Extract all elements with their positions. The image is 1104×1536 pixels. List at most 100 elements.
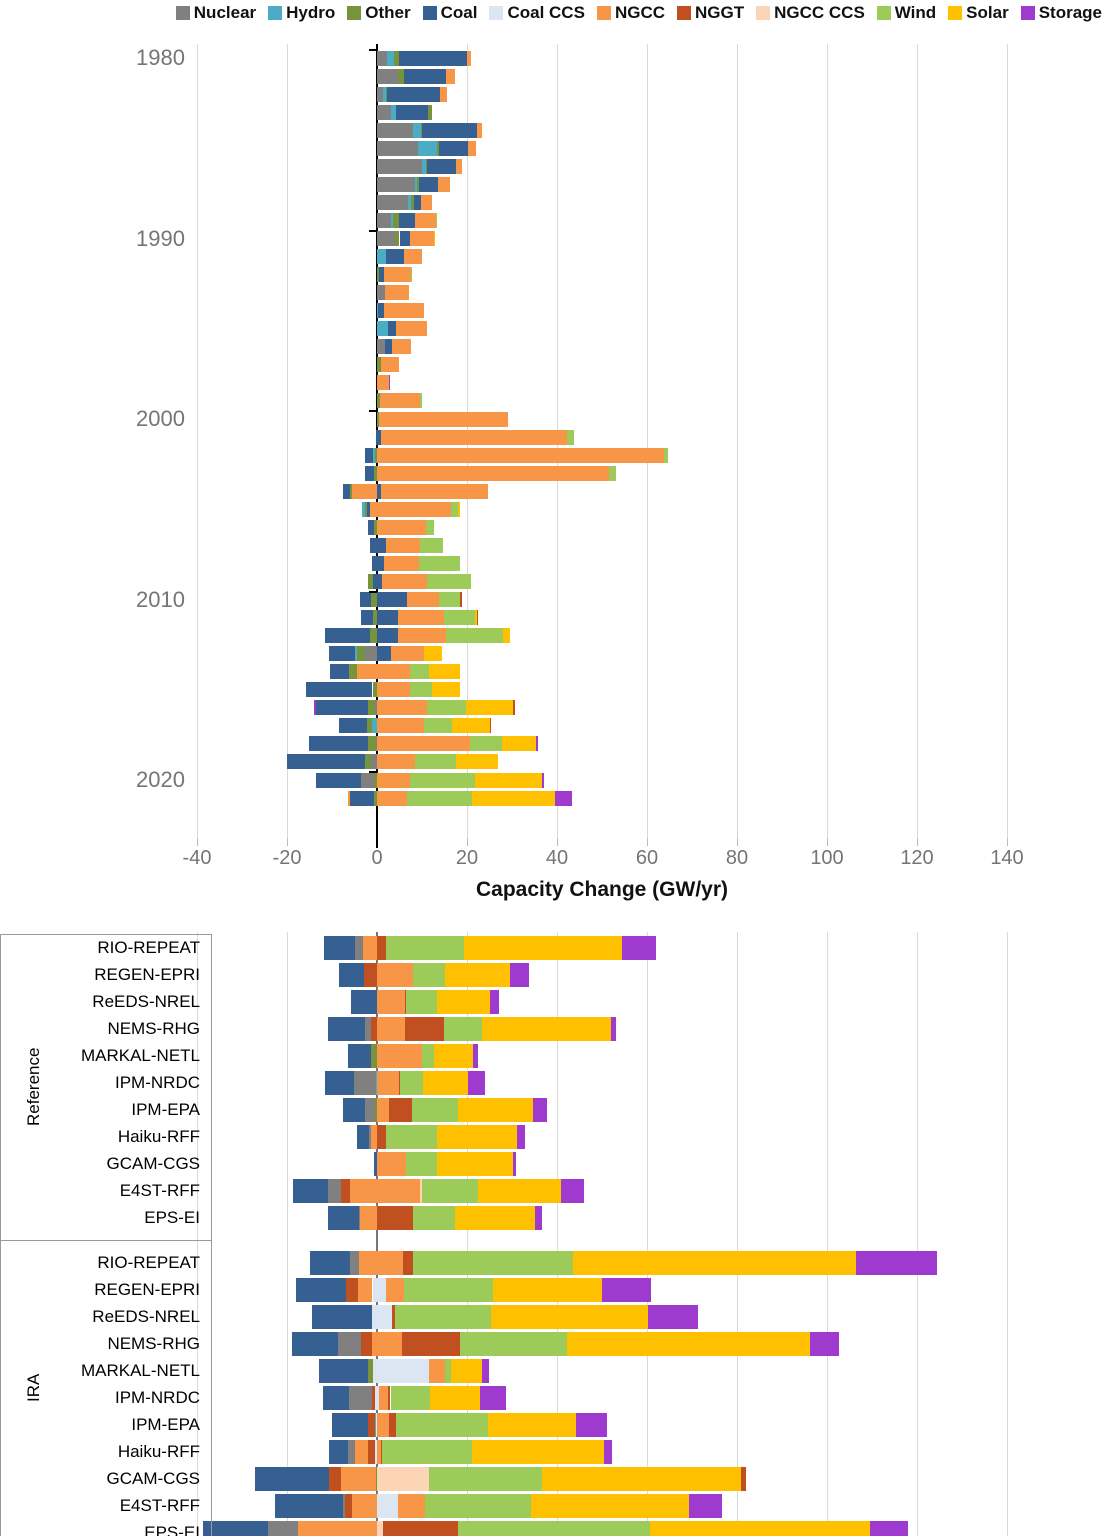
bar-segment-coal [347,1044,372,1068]
bar-segment-other [373,465,377,481]
axis-tick-label: -40 [182,847,212,869]
bar-segment-hydro [372,718,377,734]
bar-segment-ngcc [421,194,433,210]
bar-segment-other [377,267,380,283]
bar-segment-solar [650,1521,871,1536]
bar-segment-other [393,50,399,66]
legend-item-ngcc: NGCC [596,3,665,23]
bar-segment-coal [439,140,468,156]
bar-segment-coal [309,1251,350,1275]
axis-tick-label: 40 [545,847,569,869]
bar-segment-nggt [404,1017,445,1041]
bar-segment-coal [365,465,374,481]
bar-segment-coal_ccs [371,1305,392,1329]
ngcc_ccs-swatch-icon [756,6,771,20]
bar-segment-ngcc [363,936,377,960]
model-label-e4st-rff: E4ST-RFF [119,1496,200,1515]
bar-segment-coal_ccs [372,1278,386,1302]
bar-segment-storage [472,1044,478,1068]
bar-segment-other [426,158,428,174]
bar-segment-ngcc [383,555,420,571]
bar-segment-coal [414,194,422,210]
bar-segment-ngcc [446,68,456,84]
bar-segment-ngcc [385,285,410,301]
bar-segment-wind [426,700,466,716]
legend-item-wind: Wind [876,3,936,23]
decade-tick [369,590,377,593]
bar-segment-coal [379,267,385,283]
bar-segment-ngcc [377,963,413,987]
legend-item-coal: Coal [422,3,477,23]
bar-segment-coal [311,1305,372,1329]
bar-segment-wind [423,718,453,734]
hydro-swatch-icon [268,6,283,20]
bar-segment-coal [377,610,398,626]
bar-segment-ngcc [355,1440,368,1464]
bar-segment-coal [324,628,371,644]
bar-segment-ngcc [397,628,446,644]
bar-segment-ngcc_ccs [377,1467,429,1491]
bar-segment-other [436,140,440,156]
bar-segment-nuclear [338,1332,361,1356]
ngcc-swatch-icon [596,6,611,20]
bar-segment-coal [332,1413,368,1437]
bar-segment-solar [566,1332,810,1356]
bar-segment-storage [603,1440,612,1464]
bar-segment-coal [329,646,355,662]
bar-segment-storage [648,1305,699,1329]
bar-segment-ngcc [350,1179,377,1203]
bar-segment-nggt [740,1467,746,1491]
bar-segment-other [386,86,388,102]
bar-segment-ngcc [390,646,424,662]
bar-segment-coal [377,592,408,607]
bar-segment-storage [855,1251,937,1275]
model-label-markal-netl: MARKAL-NETL [80,1361,200,1380]
bar-segment-wind [419,537,444,553]
bar-segment-coal [368,519,375,535]
bar-segment-other [364,754,371,770]
gridline [917,932,918,1536]
bar-segment-hydro [377,249,386,265]
bar-segment-nggt [340,1179,351,1203]
model-label-ipm-epa: IPM-EPA [131,1100,200,1119]
gridline [287,44,288,838]
bar-segment-ngcc [358,1278,373,1302]
bar-segment-wind [390,1386,430,1410]
bar-segment-coal_ccs [377,1494,399,1518]
bar-segment-nggt [389,1413,396,1437]
bar-segment-wind [419,393,422,409]
bar-segment-nggt [391,1305,395,1329]
bar-segment-solar [530,1494,689,1518]
other-swatch-icon [347,6,362,20]
bar-segment-coal [308,736,369,752]
model-label-reeds-nrel: ReEDS-NREL [92,992,200,1011]
bar-segment-hydro [391,104,396,120]
bar-segment-nuclear [377,212,391,228]
bar-segment-nuclear [377,86,383,102]
zero-line [376,932,378,1536]
decade-label: 2010 [136,586,185,612]
axis-tick [197,838,198,846]
model-label-gcam-cgs: GCAM-CGS [106,1469,201,1488]
bar-segment-nggt [367,1440,376,1464]
bar-segment-hydro [373,447,375,463]
model-label-haiku-rff: Haiku-RFF [117,1127,200,1146]
bar-segment-ngcc [437,176,450,192]
legend-label: Storage [1038,3,1102,22]
group-box-border [0,1240,211,1241]
bar-segment-nuclear [377,231,395,246]
nggt-swatch-icon [677,6,691,20]
bar-segment-nggt [328,1467,341,1491]
bar-segment-solar [493,1278,602,1302]
bar-segment-wind [406,990,437,1014]
legend-item-solar: Solar [948,3,1009,23]
bar-segment-coal [422,122,477,138]
gridline [647,44,648,838]
bar-segment-coal [365,447,374,463]
bar-segment-hydro [413,122,422,138]
bar-segment-other [368,1359,373,1383]
model-label-gcam-cgs: GCAM-CGS [106,1154,201,1173]
bar-segment-wind [410,664,429,680]
bar-segment-nuclear [376,736,377,752]
bar-segment-ngcc [386,537,420,553]
